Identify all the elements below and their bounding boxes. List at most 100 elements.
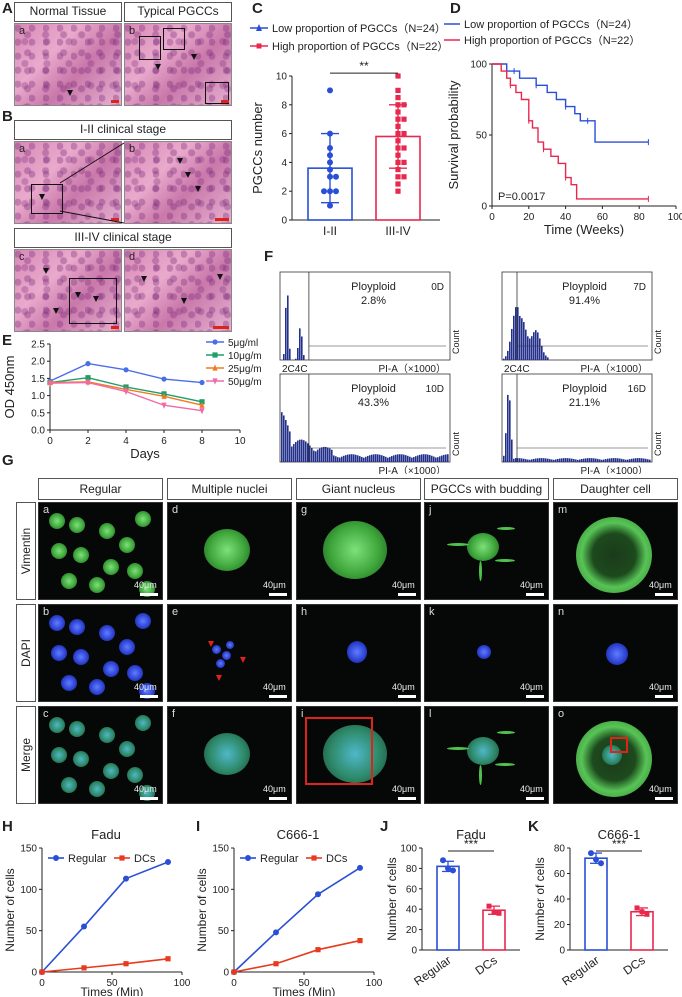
micrograph-tile: e 40μm [167,604,292,702]
chart-c: Low proportion of PGCCs（N=24） High propor… [250,22,448,238]
histogram-bin [531,336,533,360]
histogram-bin [509,400,511,462]
cell [61,777,77,793]
histogram-bin [531,459,533,462]
cell [467,533,499,561]
micrograph-tile: c 40μm [38,706,163,804]
x-tick-label: 50 [298,978,310,989]
histogram-bin [407,455,409,462]
histogram-bin [439,456,441,462]
scale-bar-label: 40μm [649,784,672,794]
peak-label: 2C4C [282,364,308,375]
histogram-bin [285,419,287,462]
data-point [588,850,594,857]
ploidy-label: Ployploid [351,383,396,395]
data-point [327,145,333,151]
y-tick-label: 40 [554,895,566,906]
stage-1-2-title: I-II clinical stage [14,120,232,140]
cell [99,625,115,641]
histogram-bin [567,458,569,462]
histogram-bin [647,459,649,462]
histogram-bin [509,341,511,360]
histogram-bin [611,458,613,462]
histogram-bin [297,440,299,462]
micrograph-tile: l 40μm [424,706,549,804]
cell-bud [447,747,469,750]
scale-bar-label: 40μm [649,682,672,692]
y-tick-label: 1.0 [31,391,45,402]
histogram-bin [285,307,287,360]
data-point [639,909,645,915]
x-tick-label: 100 [174,978,190,989]
legend-label: 5μg/ml [228,338,258,349]
tile-letter: a [19,25,26,37]
histogram-bin [507,394,509,462]
data-point [395,174,401,180]
histogram-bin [381,455,383,462]
data-point [395,109,401,115]
cell [135,715,151,731]
data-point [395,87,401,93]
panel-label-b: B [2,108,13,125]
histogram-bin [551,459,553,462]
histogram-bin [585,458,587,462]
cell [89,577,105,593]
scale-bar-label: 40μm [263,784,286,794]
chart-e: 0.0 0.5 1.0 1.5 2.0 2.5 0 2 4 6 8 10 OD 450nm Days 5μg… [2,338,262,461]
y-tick-label: 60 [406,884,418,895]
bar [436,865,460,951]
inset-box [163,28,185,50]
y-axis-label: Count [653,432,663,457]
histogram-bin [283,354,285,360]
x-tick-label: 60 [597,212,609,223]
histogram-bin [291,446,293,462]
data-point [273,961,279,967]
data-point [231,969,237,975]
x-tick-label: 6 [161,436,167,447]
x-axis-label: Days [130,446,160,461]
cell [69,517,85,533]
histogram-bin [515,307,517,360]
histogram-bin [545,458,547,462]
data-point [327,152,333,159]
data-point [401,116,407,122]
micrograph-tile: d 40μm [167,502,292,600]
histogram-bin [341,456,343,462]
histogram-bin [573,459,575,462]
x-category-label: DCs [621,953,648,978]
histogram-frame [279,271,451,361]
panel-label-c: C [252,0,263,17]
scale-bar [398,695,416,698]
scale-bar-label: 40μm [263,580,286,590]
data-point [85,379,91,387]
data-point [395,116,401,122]
data-point [327,202,333,209]
y-tick-label: 0 [411,946,417,957]
data-point [450,867,456,874]
histogram-bin [571,458,573,462]
histogram-bin [603,459,605,462]
data-point [199,408,205,415]
histogram-bin [299,328,301,360]
histogram-bin [547,458,549,462]
p-value: P=0.0017 [498,191,545,203]
y-tick-label: 80 [406,864,418,875]
histogram-bin [529,338,531,360]
x-tick-label: 100 [668,212,682,223]
data-point [161,376,167,382]
histogram-bin [593,458,595,462]
cell-bud [497,731,515,734]
histogram-bin [613,458,615,462]
tile-letter: e [172,606,179,618]
x-category-label: Regular [559,953,601,989]
data-point [440,857,446,864]
cell [204,529,250,571]
histogram-bin [643,458,645,462]
histogram-bin [513,458,515,462]
tile-letter: c [19,251,25,263]
histogram-frame [501,373,653,463]
row-label-text: Vimentin [19,527,33,575]
histogram-bin [287,425,289,462]
data-point [315,891,321,898]
histogram-bin [533,458,535,462]
